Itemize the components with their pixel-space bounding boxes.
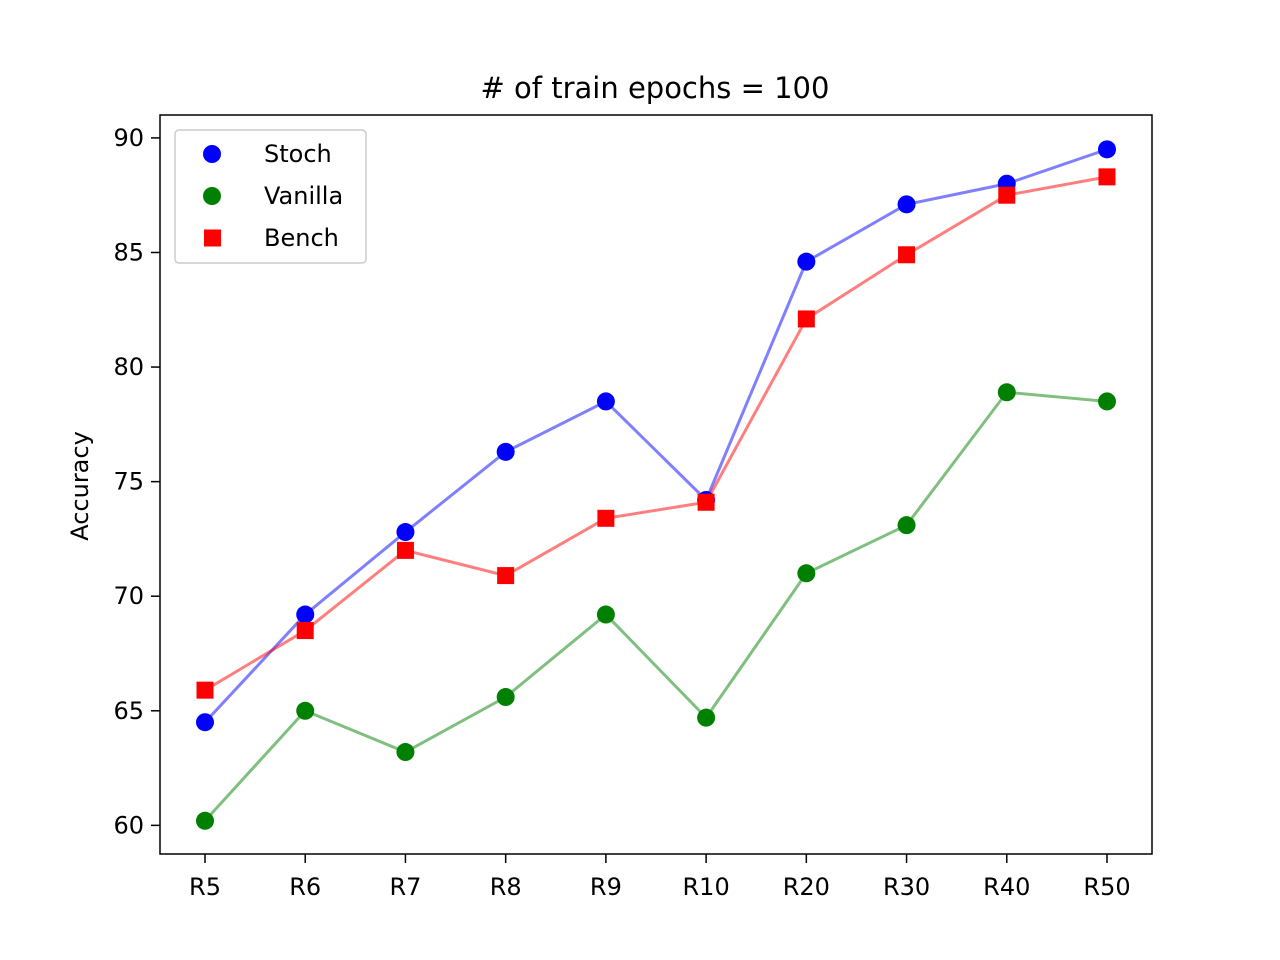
legend-marker-stoch	[203, 145, 221, 163]
data-point-bench	[998, 186, 1016, 204]
data-point-stoch	[1098, 140, 1116, 159]
data-point-vanilla	[196, 811, 214, 830]
legend-marker-vanilla	[203, 187, 221, 205]
data-point-vanilla	[596, 605, 615, 624]
data-point-vanilla	[296, 701, 315, 720]
data-point-bench	[396, 541, 414, 559]
x-tick-label: R50	[1083, 873, 1130, 901]
x-tick-label: R7	[389, 873, 421, 901]
x-tick-label: R10	[683, 873, 730, 901]
legend-marker-bench	[204, 229, 221, 247]
data-point-stoch	[897, 195, 916, 214]
x-tick-label: R8	[490, 873, 522, 901]
data-point-vanilla	[1098, 392, 1116, 411]
data-point-vanilla	[997, 383, 1016, 402]
y-tick-label: 85	[113, 238, 144, 266]
data-point-bench	[497, 567, 515, 585]
data-point-bench	[196, 681, 214, 699]
x-tick-label: R6	[289, 873, 321, 901]
plot-frame	[159, 114, 1153, 855]
data-point-bench	[1098, 168, 1116, 186]
series-line-stoch	[203, 147, 1108, 724]
data-point-bench	[797, 310, 815, 328]
data-point-bench	[898, 246, 916, 264]
data-point-bench	[697, 493, 715, 511]
x-tick-label: R30	[883, 873, 930, 901]
data-point-vanilla	[797, 564, 816, 583]
legend-label-bench: Bench	[264, 224, 339, 252]
data-point-stoch	[596, 392, 615, 411]
legend: Stoch Vanilla Bench	[174, 129, 367, 264]
y-tick-label: 60	[113, 811, 144, 839]
data-point-stoch	[496, 442, 515, 461]
data-point-vanilla	[697, 708, 716, 727]
data-point-bench	[597, 509, 615, 527]
x-tick-label: R20	[783, 873, 830, 901]
y-tick-label: 70	[113, 582, 144, 610]
y-tick-label: 80	[113, 353, 144, 381]
data-point-bench	[296, 622, 314, 640]
y-tick-label: 75	[113, 468, 144, 496]
legend-frame	[174, 129, 367, 264]
legend-label-vanilla: Vanilla	[264, 182, 343, 210]
series-line-vanilla	[203, 390, 1108, 822]
y-tick-label: 90	[113, 124, 144, 152]
y-tick-label: 65	[113, 697, 144, 725]
data-point-stoch	[797, 252, 816, 271]
series-line-bench	[204, 175, 1108, 692]
legend-label-stoch: Stoch	[264, 140, 332, 168]
data-point-stoch	[196, 713, 214, 732]
x-tick-label: R5	[189, 873, 221, 901]
x-tick-label: R9	[590, 873, 622, 901]
data-point-stoch	[396, 523, 415, 542]
plot-area	[196, 140, 1116, 830]
y-axis-label: Accuracy	[66, 431, 94, 541]
data-point-vanilla	[496, 688, 515, 707]
data-point-vanilla	[897, 516, 916, 535]
chart-title: # of train epochs = 100	[481, 71, 830, 105]
data-point-stoch	[296, 605, 315, 624]
data-point-vanilla	[396, 743, 415, 762]
x-tick-label: R40	[983, 873, 1030, 901]
